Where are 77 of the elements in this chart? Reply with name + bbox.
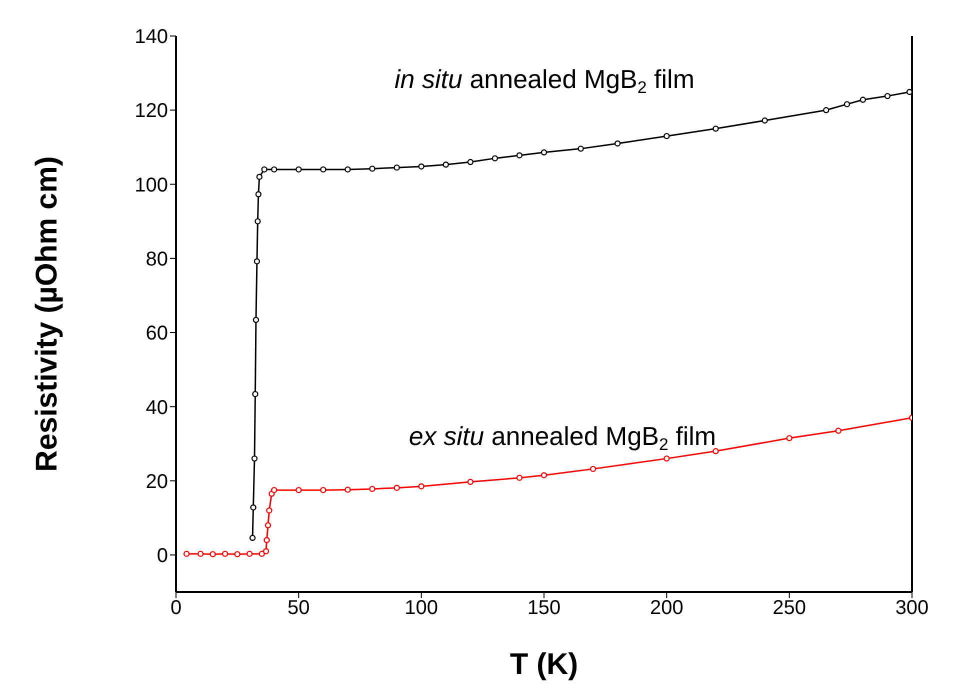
point bbox=[884, 92, 891, 100]
point bbox=[183, 550, 190, 557]
point bbox=[254, 258, 260, 264]
point bbox=[664, 132, 670, 140]
point bbox=[823, 107, 830, 114]
point bbox=[271, 486, 278, 494]
point bbox=[762, 117, 768, 124]
point bbox=[418, 163, 424, 170]
point bbox=[860, 96, 866, 103]
point bbox=[296, 166, 302, 173]
point bbox=[222, 550, 228, 557]
point bbox=[256, 174, 263, 180]
y-tick-label: 100 bbox=[134, 174, 168, 196]
y-axis-title: Resistivity (µOhm cm) bbox=[30, 156, 64, 472]
y-tick-label: 60 bbox=[146, 322, 168, 345]
x-tick-label: 0 bbox=[170, 597, 182, 620]
point bbox=[234, 551, 240, 558]
x-tick-label: 250 bbox=[772, 597, 806, 620]
point bbox=[394, 484, 400, 491]
point bbox=[266, 507, 272, 514]
point bbox=[492, 155, 498, 162]
x-axis-title: T (K) bbox=[510, 648, 578, 681]
point bbox=[578, 146, 584, 152]
point bbox=[712, 126, 719, 132]
series-label: in situ annealed MgB$_{2}$ film bbox=[394, 64, 694, 98]
point bbox=[264, 522, 272, 528]
point bbox=[262, 548, 270, 554]
point bbox=[251, 455, 258, 462]
x-tick-label: 300 bbox=[895, 597, 929, 620]
point bbox=[467, 158, 474, 166]
point bbox=[835, 428, 842, 434]
point bbox=[516, 152, 523, 158]
x-tick-label: 50 bbox=[288, 597, 310, 620]
point bbox=[320, 486, 326, 494]
point bbox=[255, 191, 262, 198]
point bbox=[261, 166, 268, 173]
point bbox=[906, 88, 912, 96]
point bbox=[250, 504, 256, 511]
point bbox=[844, 101, 850, 108]
y-tick-label: 120 bbox=[134, 100, 168, 122]
point bbox=[249, 534, 256, 541]
point bbox=[252, 316, 260, 324]
point bbox=[786, 435, 792, 442]
point bbox=[418, 483, 424, 490]
y-tick-label: 40 bbox=[146, 396, 168, 419]
point bbox=[344, 166, 351, 173]
point bbox=[540, 472, 548, 478]
x-tick-label: 200 bbox=[650, 597, 684, 620]
point bbox=[271, 166, 278, 173]
y-tick-label: 80 bbox=[146, 248, 168, 270]
point bbox=[442, 162, 449, 168]
point bbox=[264, 537, 270, 544]
point bbox=[712, 448, 719, 454]
point bbox=[369, 166, 376, 172]
y-tick-label: 140 bbox=[134, 26, 168, 48]
point bbox=[664, 455, 670, 462]
x-tick-label: 100 bbox=[404, 597, 438, 620]
point bbox=[258, 550, 265, 557]
series-label: ex situ annealed MgB$_{2}$ film bbox=[408, 421, 716, 454]
point bbox=[394, 164, 400, 171]
point bbox=[254, 218, 261, 224]
point bbox=[614, 140, 621, 147]
point bbox=[197, 550, 204, 557]
point bbox=[467, 478, 474, 486]
y-tick-label: 20 bbox=[146, 470, 168, 493]
point bbox=[320, 166, 326, 173]
point bbox=[252, 390, 258, 398]
point bbox=[369, 486, 376, 492]
point bbox=[590, 466, 596, 472]
point bbox=[344, 486, 351, 493]
x-tick-label: 150 bbox=[527, 597, 561, 620]
y-tick-label: 0 bbox=[156, 545, 168, 568]
point bbox=[296, 486, 302, 494]
point bbox=[516, 474, 523, 481]
point bbox=[246, 550, 253, 557]
point bbox=[540, 149, 548, 156]
point bbox=[210, 551, 216, 558]
